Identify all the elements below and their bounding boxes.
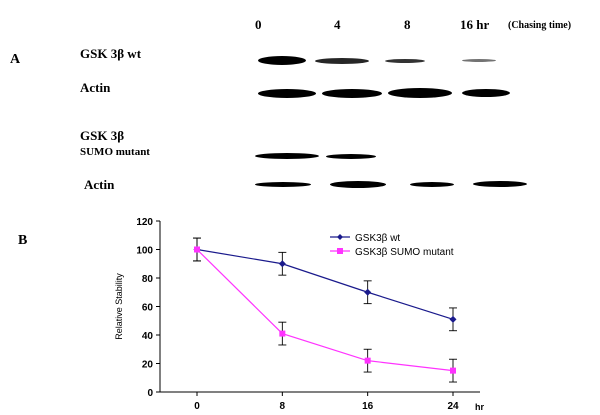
band [385, 59, 425, 63]
x-tick-label: 16 [362, 401, 374, 412]
legend-label: GSK3β wt [355, 233, 400, 244]
row-label-sumo-mutant: SUMO mutant [80, 146, 150, 158]
blot-row-gsk3b-wt [0, 52, 600, 74]
y-tick-label: 80 [142, 274, 154, 285]
band [388, 88, 452, 98]
band [473, 181, 527, 187]
x-unit-label: hr [475, 402, 484, 412]
band [315, 58, 369, 64]
legend-marker [337, 248, 343, 254]
band [462, 59, 496, 62]
band [330, 181, 386, 188]
y-axis-label: Relative Stability [114, 273, 124, 340]
data-point [194, 246, 200, 253]
blot-row-gsk3b-sumo [0, 148, 600, 170]
legend-marker [337, 234, 343, 240]
panel-a-label: A [10, 52, 21, 67]
timepoint-label-4: 4 [334, 17, 341, 32]
blot-row-actin-1 [0, 83, 600, 105]
chart-legend: GSK3β wt GSK3β SUMO mutant [330, 233, 454, 258]
data-point [279, 330, 286, 337]
chart-axes: 0 20 40 60 80 100 120 0 8 16 24 hr Relative Stabilit… [114, 217, 484, 412]
series-line [196, 249, 454, 372]
band [322, 89, 382, 98]
y-tick-label: 120 [136, 217, 153, 228]
legend-label: GSK3β SUMO mutant [355, 247, 454, 258]
panel-b-label: B [18, 233, 28, 248]
band [255, 182, 311, 187]
band [255, 153, 319, 159]
y-tick-label: 20 [142, 360, 154, 371]
band [326, 154, 376, 159]
data-point [450, 367, 456, 374]
y-tick-label: 0 [147, 388, 153, 399]
series-markers [193, 246, 457, 374]
band [258, 56, 306, 65]
row-label-gsk3b-wt: GSK 3β wt [80, 46, 142, 61]
data-point [278, 260, 286, 268]
data-point [364, 288, 372, 296]
y-tick-label: 100 [136, 246, 153, 257]
error-bars [193, 237, 457, 383]
blot-row-actin-2 [0, 176, 600, 198]
y-tick-label: 40 [142, 331, 154, 342]
row-label-actin-2: Actin [84, 177, 115, 192]
chase-time-label: (Chasing time) [508, 20, 572, 31]
y-tick-label: 60 [142, 303, 154, 314]
x-tick-label: 24 [447, 401, 459, 412]
x-tick-label: 8 [280, 401, 286, 412]
row-label-gsk3b-sumo: GSK 3β [80, 128, 125, 143]
timepoint-label-8: 8 [404, 17, 411, 32]
band [410, 182, 454, 187]
series-lines [196, 248, 454, 372]
band [258, 89, 316, 98]
band [462, 89, 510, 97]
data-point [449, 315, 457, 323]
data-point [364, 357, 371, 364]
timepoint-label-0: 0 [255, 17, 262, 32]
row-label-actin-1: Actin [80, 80, 111, 95]
timepoint-label-16hr: 16 hr [460, 17, 490, 32]
x-tick-label: 0 [194, 401, 200, 412]
series-line [196, 248, 454, 320]
